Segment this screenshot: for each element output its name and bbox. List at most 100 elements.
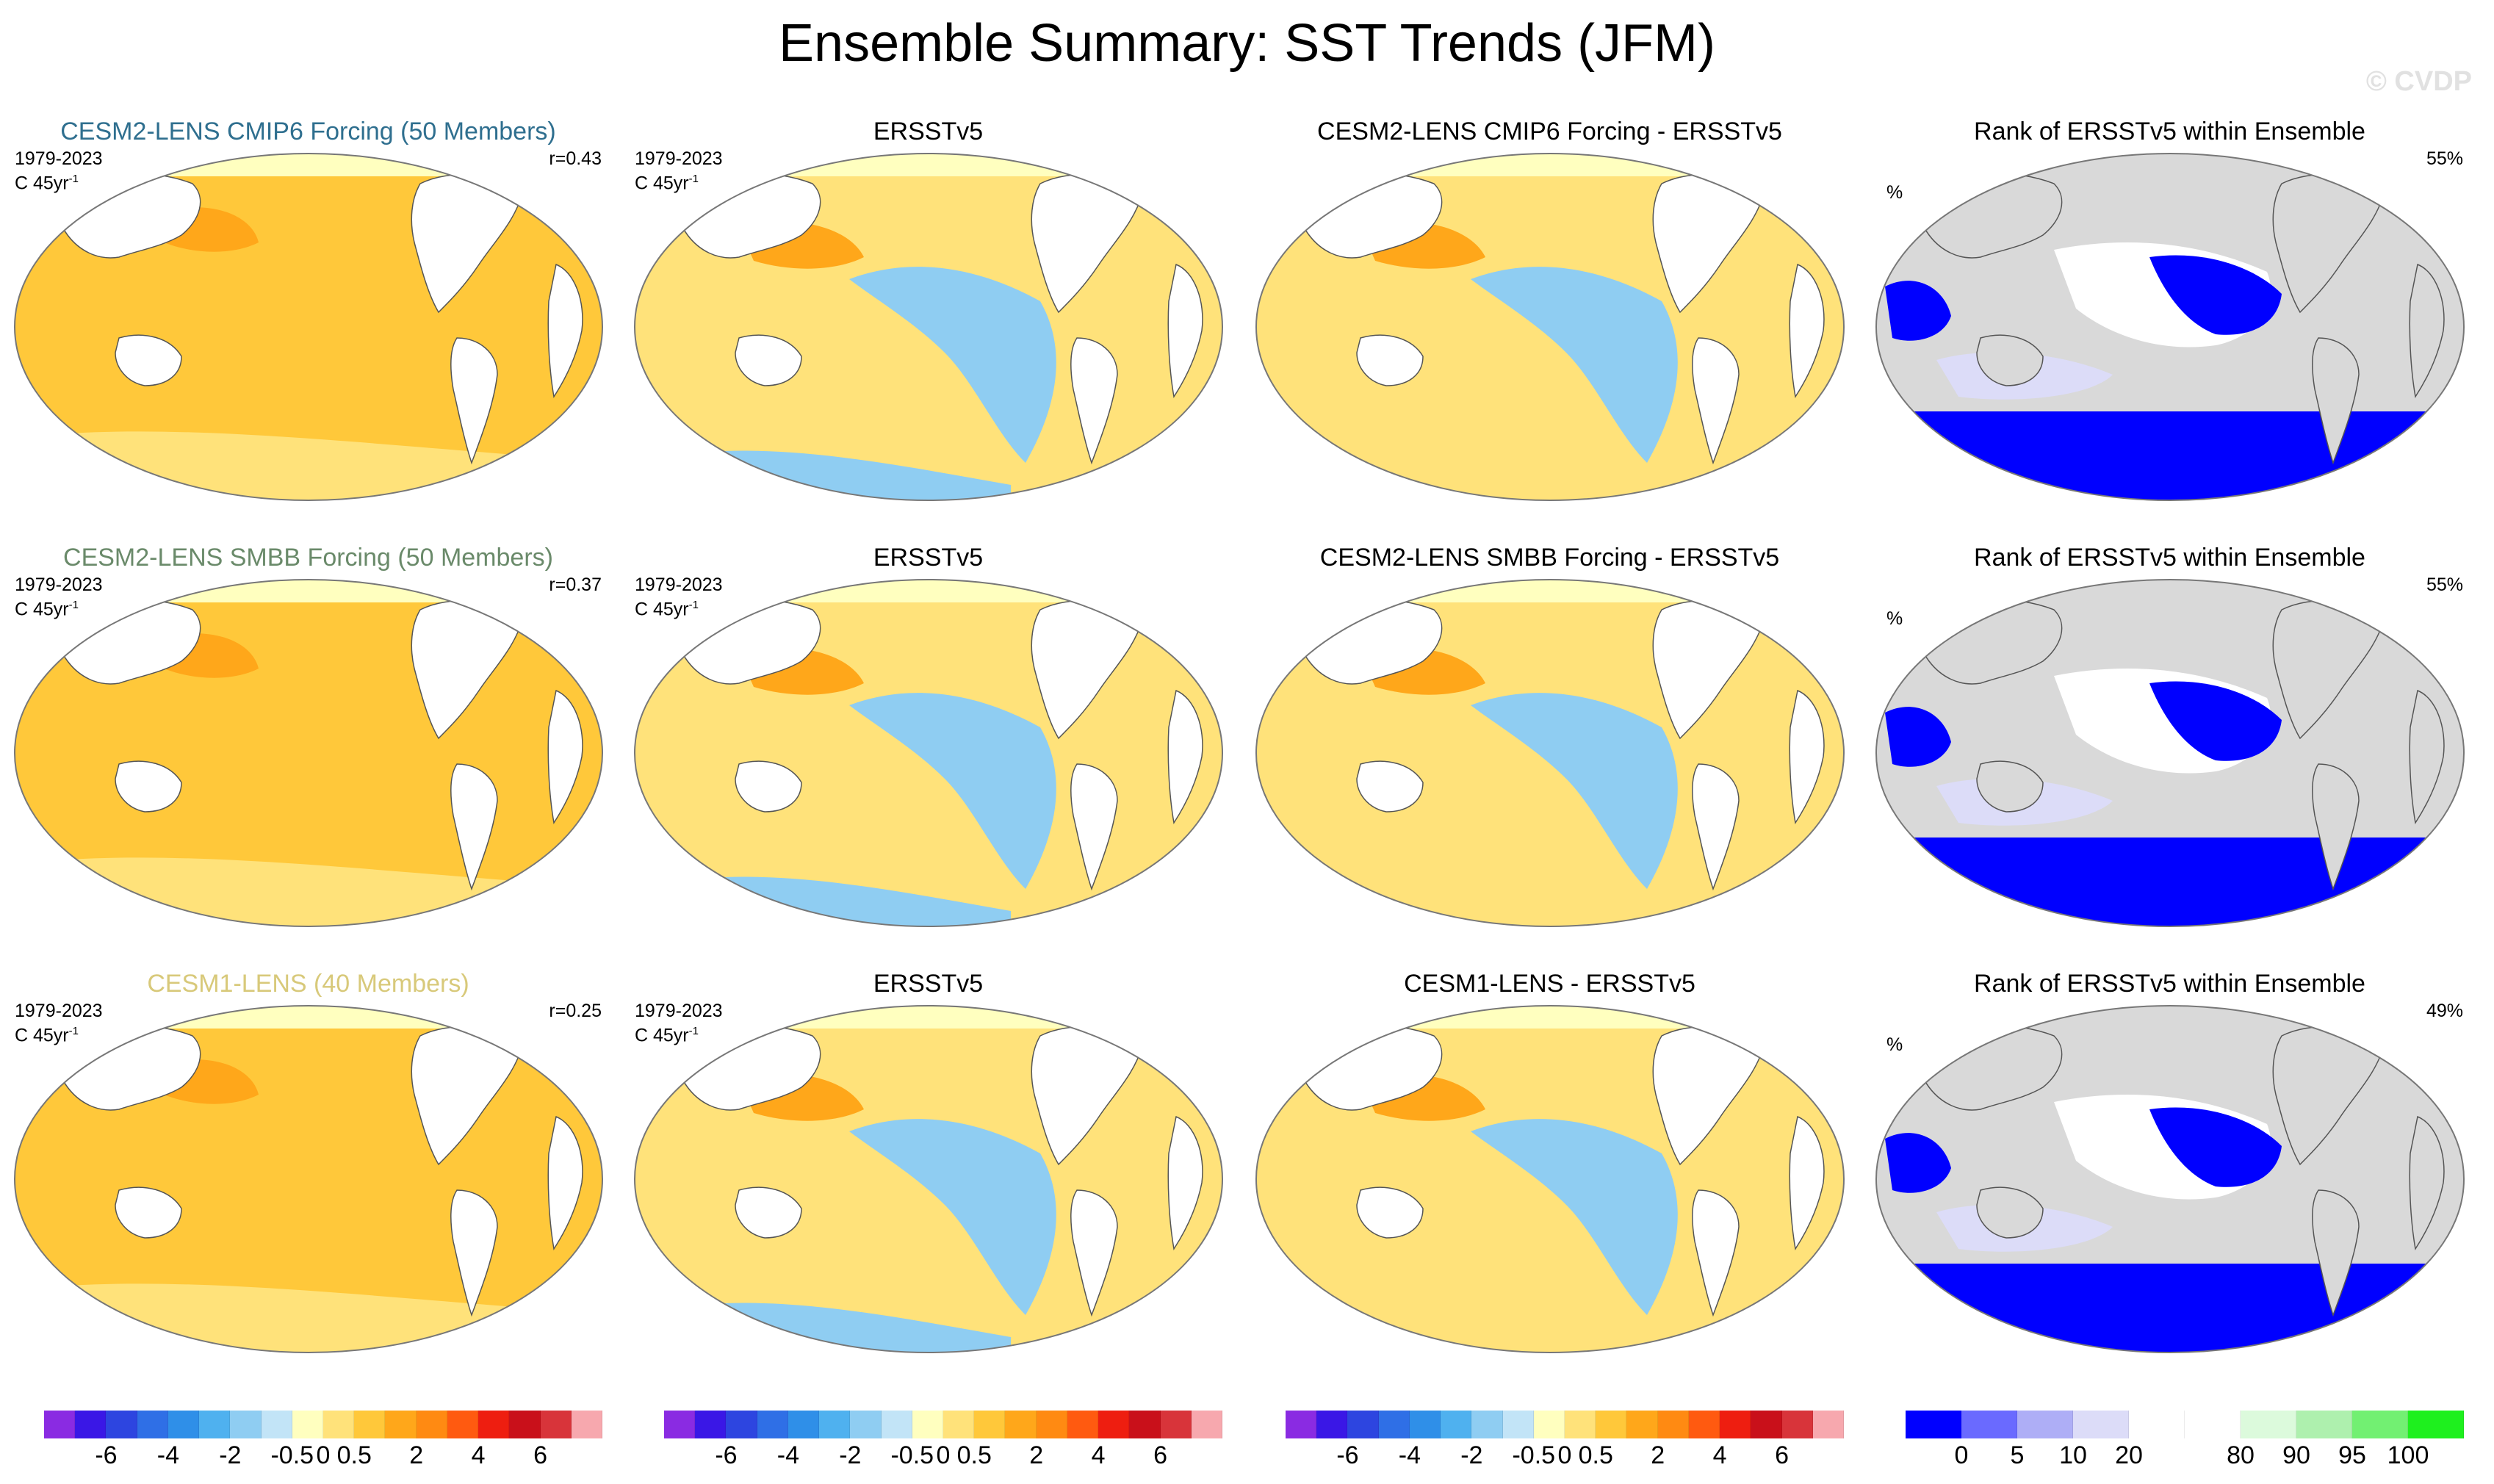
map-panel-3-3: CESM1-LENS - ERSSTv5 bbox=[1250, 970, 1849, 1381]
colorbar-swatch bbox=[1533, 1411, 1565, 1438]
south-america-land bbox=[450, 337, 498, 465]
rank-low-west bbox=[1885, 281, 1951, 341]
colorbar-swatch bbox=[1036, 1411, 1067, 1438]
colorbar-tick-label: 20 bbox=[2115, 1441, 2143, 1469]
colorbar-swatches bbox=[664, 1411, 1222, 1438]
panel-title: ERSSTv5 bbox=[873, 544, 984, 572]
rank-low-pacific bbox=[2149, 255, 2282, 335]
colorbar-swatch bbox=[167, 1411, 200, 1438]
colorbar-swatch bbox=[1191, 1411, 1222, 1438]
panel-title: Rank of ERSSTv5 within Ensemble bbox=[1974, 544, 2365, 572]
colorbar-swatch bbox=[1502, 1411, 1534, 1438]
panel-title: CESM2-LENS CMIP6 Forcing (50 Members) bbox=[60, 118, 556, 145]
map-svg bbox=[14, 579, 603, 927]
colorbar-tick-label: 4 bbox=[1712, 1441, 1727, 1469]
south-america-land bbox=[1691, 1189, 1740, 1317]
map-outline bbox=[1255, 579, 1845, 927]
cooling-pacific bbox=[1471, 693, 1678, 889]
colorbar-swatch bbox=[1657, 1411, 1689, 1438]
colorbar-swatches bbox=[1286, 1411, 1844, 1438]
greenland-land bbox=[1705, 582, 1737, 610]
period-units-label: 1979-2023 C 45yr-1 bbox=[635, 574, 723, 620]
map-panel-2-4: Rank of ERSSTv5 within Ensemble% 55% bbox=[1870, 544, 2469, 955]
colorbar-tick-label: 5 bbox=[2010, 1441, 2025, 1469]
colorbar-swatch bbox=[1720, 1411, 1751, 1438]
map-outline bbox=[1255, 1005, 1845, 1353]
colorbar-swatches bbox=[1906, 1411, 2464, 1438]
percent-label: % bbox=[1886, 1034, 1903, 1055]
panel-title: ERSSTv5 bbox=[873, 118, 984, 145]
panel-title: CESM2-LENS SMBB Forcing (50 Members) bbox=[63, 544, 553, 572]
australia-land bbox=[1976, 1186, 2044, 1239]
colorbar-swatch bbox=[1347, 1411, 1379, 1438]
africa-land bbox=[547, 689, 583, 825]
colorbar-swatch bbox=[912, 1411, 943, 1438]
colorbar-tick-label: 0 bbox=[1557, 1441, 1572, 1469]
colorbar-tick-label: -0.5 bbox=[1512, 1441, 1556, 1469]
map-svg bbox=[634, 1005, 1223, 1353]
colorbar-swatch bbox=[1409, 1411, 1441, 1438]
australia-land bbox=[735, 1186, 802, 1239]
colorbar-swatch bbox=[2296, 1411, 2352, 1438]
colorbar-tick-label: 6 bbox=[1775, 1441, 1790, 1469]
colorbar-tick-label: 0 bbox=[936, 1441, 951, 1469]
africa-land bbox=[2409, 689, 2445, 825]
colorbar-swatch bbox=[726, 1411, 757, 1438]
colorbar-tick-label: 90 bbox=[2282, 1441, 2310, 1469]
south-america-land bbox=[1691, 763, 1740, 891]
colorbar-swatch bbox=[2129, 1411, 2185, 1438]
colorbar-swatch bbox=[509, 1411, 541, 1438]
map-outline bbox=[1255, 153, 1845, 501]
colorbar-swatch bbox=[1316, 1411, 1348, 1438]
colorbar-swatch bbox=[106, 1411, 137, 1438]
colorbar-swatch bbox=[1688, 1411, 1720, 1438]
colorbar-tick-label: -2 bbox=[1460, 1441, 1483, 1469]
greenland-land bbox=[464, 156, 495, 184]
rank-low-south bbox=[1876, 838, 2464, 926]
stat-label: r=0.37 bbox=[549, 574, 602, 595]
cooling-pacific bbox=[849, 693, 1056, 889]
panel-title: Rank of ERSSTv5 within Ensemble bbox=[1974, 118, 2365, 145]
colorbar-tick-label: -6 bbox=[715, 1441, 738, 1469]
map-outline bbox=[1875, 579, 2465, 927]
colorbar-tick-label: -4 bbox=[156, 1441, 179, 1469]
africa-land bbox=[547, 1115, 583, 1251]
period-units-label: 1979-2023 C 45yr-1 bbox=[635, 148, 723, 194]
colorbar-tick-label: -6 bbox=[1336, 1441, 1359, 1469]
colorbar-swatch bbox=[1564, 1411, 1596, 1438]
africa-land bbox=[1167, 1115, 1203, 1251]
colorbar-swatch bbox=[943, 1411, 975, 1438]
rank-low-south bbox=[1876, 1264, 2464, 1352]
colorbar-trend-3: -6 -4 -2 -0.5 0 0.5 2 4 6 bbox=[1286, 1411, 1844, 1484]
map-svg bbox=[634, 153, 1223, 501]
colorbar-swatch bbox=[571, 1411, 602, 1438]
colorbar-swatch bbox=[850, 1411, 882, 1438]
south-america-land bbox=[2311, 1189, 2360, 1317]
map-svg bbox=[1255, 153, 1845, 501]
colorbar-tick-label: -2 bbox=[839, 1441, 862, 1469]
map-outline bbox=[634, 579, 1223, 927]
map-panel-1-4: Rank of ERSSTv5 within Ensemble% 55% bbox=[1870, 118, 2469, 529]
colorbar-swatch bbox=[2241, 1411, 2296, 1438]
colorbar-swatch bbox=[44, 1411, 76, 1438]
colorbar-tick-label: 80 bbox=[2227, 1441, 2255, 1469]
map-panel-1-2: ERSSTv5 1979-2023 C 45yr-1 bbox=[629, 118, 1228, 529]
colorbar-swatch bbox=[1098, 1411, 1130, 1438]
australia-land bbox=[1976, 760, 2044, 813]
colorbar-swatch bbox=[788, 1411, 820, 1438]
colorbar-tick-label: 2 bbox=[1029, 1441, 1044, 1469]
percent-label: % bbox=[1886, 608, 1903, 629]
colorbar-labels: -6 -4 -2 -0.5 0 0.5 2 4 6 bbox=[664, 1438, 1222, 1475]
south-america-land bbox=[1070, 1189, 1118, 1317]
colorbar-swatches bbox=[44, 1411, 602, 1438]
australia-land bbox=[1356, 1186, 1424, 1239]
panel-title: CESM1-LENS - ERSSTv5 bbox=[1404, 970, 1695, 998]
colorbar-tick-label: 95 bbox=[2338, 1441, 2366, 1469]
south-america-land bbox=[2311, 337, 2360, 465]
africa-land bbox=[1167, 263, 1203, 399]
colorbar-swatch bbox=[1812, 1411, 1844, 1438]
map-panel-3-2: ERSSTv5 1979-2023 C 45yr-1 bbox=[629, 970, 1228, 1381]
colorbar-swatch bbox=[1471, 1411, 1503, 1438]
cooling-pacific bbox=[1471, 267, 1678, 463]
colorbar-swatch bbox=[1005, 1411, 1037, 1438]
